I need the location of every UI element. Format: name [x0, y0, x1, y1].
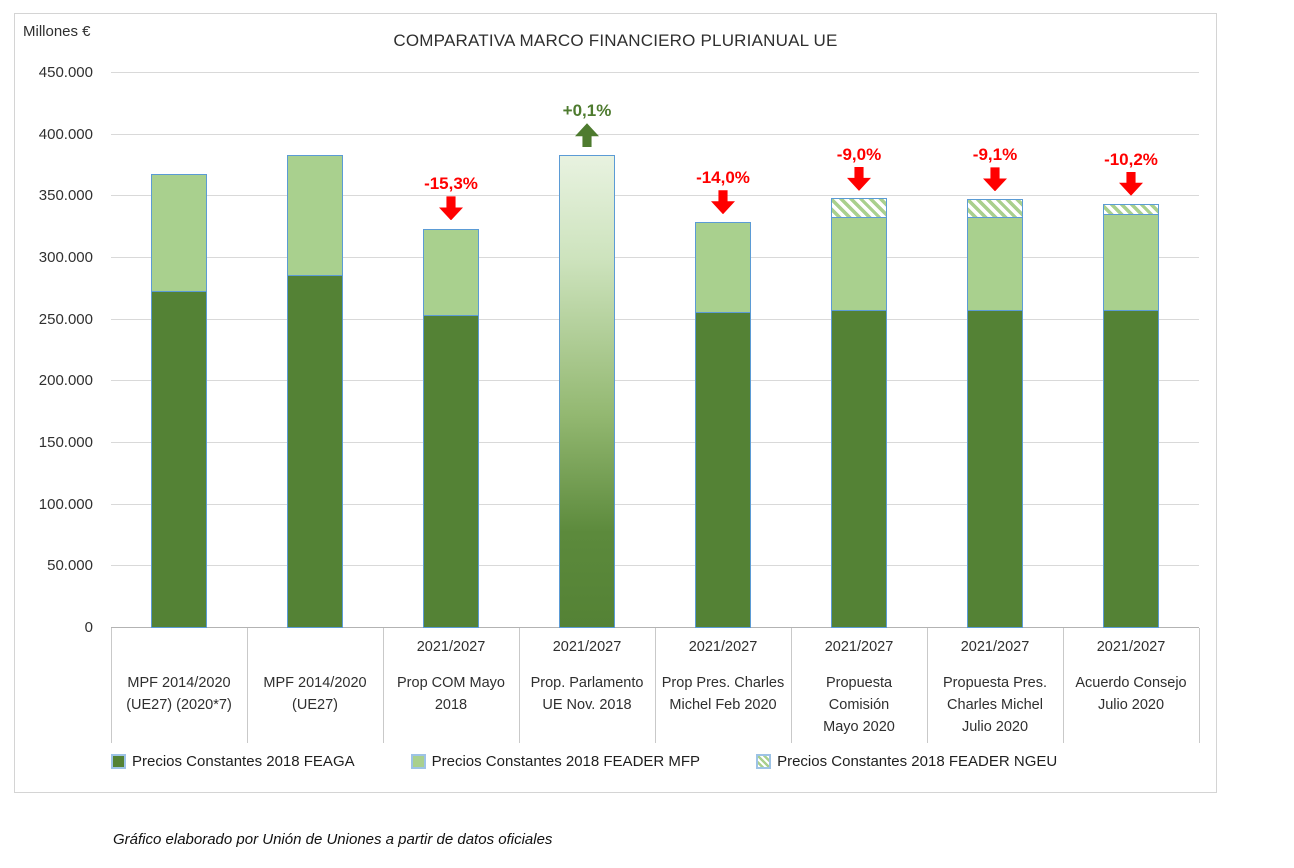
category-name-label: MPF 2014/2020 (UE27) (2020*7): [126, 675, 232, 713]
category-name-label: MPF 2014/2020 (UE27): [263, 675, 367, 713]
chart-title: COMPARATIVA MARCO FINANCIERO PLURIANUAL …: [393, 31, 838, 50]
y-tick-label: 150.000: [38, 434, 93, 451]
bar-feaga-segment: [151, 291, 207, 628]
legend-swatch-feader-mfp-icon: [410, 754, 426, 769]
category-name-label: Propuesta Pres. Charles Michel Julio 202…: [943, 675, 1047, 735]
y-tick-label: 0: [84, 619, 93, 636]
legend-label: Precios Constantes 2018 FEAGA: [132, 753, 355, 770]
category-name-label: Propuesta Comisión Mayo 2020: [823, 675, 895, 735]
category-period-label: 2021/2027: [1096, 639, 1166, 655]
category-period-label: 2021/2027: [824, 639, 894, 655]
annotation-label: -9,1%: [972, 145, 1018, 165]
bar-feader_mfp-segment: [695, 222, 751, 313]
bar-gradient-total: [559, 155, 615, 628]
category-divider: [247, 628, 248, 743]
annotation-up-arrow-icon: [575, 123, 599, 148]
gridline: [111, 442, 1199, 443]
bar-feaga-segment: [967, 310, 1023, 628]
gridline: [111, 503, 1199, 505]
plot-area: -15,3% +0,1% -14,0% -9,0% -9,1% -10,2%: [111, 72, 1199, 628]
category-divider: [791, 628, 792, 743]
bar-feaga-segment: [423, 315, 479, 628]
category-divider: [1199, 628, 1200, 743]
category-label: MPF 2014/2020 (UE27): [247, 628, 383, 746]
x-axis-line: [111, 627, 1199, 628]
gridline: [111, 257, 1199, 258]
y-tick-label: 350.000: [38, 187, 93, 205]
bar-feader_ngeu-segment: [967, 199, 1023, 218]
legend-item: Precios Constantes 2018 FEADER MFP: [410, 753, 701, 770]
annotation-label: -9,0%: [836, 144, 882, 164]
category-label: 2021/2027 Propuesta Comisión Mayo 2020: [791, 628, 927, 746]
category-divider: [383, 628, 384, 743]
bar-feaga-segment: [695, 312, 751, 628]
legend-item: Precios Constantes 2018 FEAGA: [111, 753, 355, 770]
category-label: 2021/2027 Prop COM Mayo 2018: [383, 628, 519, 746]
category-name-label: Prop COM Mayo 2018: [397, 675, 505, 713]
category-period-label: 2021/2027: [960, 639, 1030, 655]
bar-feaga-segment: [831, 310, 887, 628]
category-divider: [655, 628, 656, 743]
legend-swatch-feader-ngeu-icon: [756, 754, 772, 769]
legend-swatch-feaga-icon: [111, 754, 126, 769]
bar-feader_mfp-segment: [287, 155, 343, 276]
y-tick-label: 300.000: [38, 249, 93, 266]
legend-label: Precios Constantes 2018 FEADER NGEU: [777, 753, 1058, 770]
annotation-label: -15,3%: [424, 174, 478, 194]
annotation-label: -14,0%: [696, 168, 750, 188]
bar-feader_mfp-segment: [423, 229, 479, 316]
annotation-down-arrow-icon: [711, 190, 735, 215]
bar-feader_mfp-segment: [831, 217, 887, 311]
gridline: [111, 133, 1199, 135]
category-name-label: Prop Pres. Charles Michel Feb 2020: [661, 675, 785, 713]
y-tick-label: 250.000: [38, 310, 93, 328]
gridline: [111, 318, 1199, 320]
bar-feader_mfp-segment: [967, 217, 1023, 311]
bar-feader_ngeu-segment: [1103, 204, 1159, 215]
category-name-label: Acuerdo Consejo Julio 2020: [1075, 675, 1187, 713]
category-period-label: 2021/2027: [552, 639, 622, 655]
annotation-down-arrow-icon: [847, 166, 871, 191]
gridline: [111, 72, 1199, 73]
category-label: 2021/2027 Propuesta Pres. Charles Michel …: [927, 628, 1063, 746]
bar-feaga-segment: [287, 275, 343, 628]
bar-feader_mfp-segment: [1103, 214, 1159, 311]
category-period-label: 2021/2027: [688, 639, 758, 655]
legend: Precios Constantes 2018 FEAGA Precios Con…: [111, 753, 1203, 770]
category-name-label: Prop. Parlamento UE Nov. 2018: [530, 675, 644, 713]
category-divider: [1063, 628, 1064, 743]
y-axis-title: Millones €: [23, 23, 91, 40]
category-label: 2021/2027 Acuerdo Consejo Julio 2020: [1063, 628, 1199, 746]
annotation-label: +0,1%: [562, 101, 612, 121]
legend-label: Precios Constantes 2018 FEADER MFP: [431, 753, 701, 770]
annotation-label: -10,2%: [1104, 149, 1158, 169]
annotation-down-arrow-icon: [1119, 171, 1143, 196]
category-label: 2021/2027 Prop. Parlamento UE Nov. 2018: [519, 628, 655, 746]
y-tick-label: 450.000: [38, 64, 93, 81]
legend-item: Precios Constantes 2018 FEADER NGEU: [756, 753, 1057, 770]
category-divider: [519, 628, 520, 743]
category-divider: [111, 628, 112, 743]
gridline: [111, 195, 1199, 197]
bar-feaga-segment: [1103, 310, 1159, 628]
y-tick-label: 200.000: [38, 372, 93, 390]
y-tick-label: 100.000: [38, 495, 93, 513]
footer-note: Gráfico elaborado por Unión de Uniones a…: [113, 831, 553, 848]
annotation-down-arrow-icon: [439, 196, 463, 221]
chart-frame: Millones € COMPARATIVA MARCO FINANCIERO …: [14, 13, 1217, 793]
bar-feader_ngeu-segment: [831, 198, 887, 218]
category-label: 2021/2027 Prop Pres. Charles Michel Feb 2…: [655, 628, 791, 746]
bar-feader_mfp-segment: [151, 174, 207, 292]
category-period-label: 2021/2027: [416, 639, 486, 655]
annotation-down-arrow-icon: [983, 167, 1007, 192]
gridline: [111, 380, 1199, 382]
category-label: MPF 2014/2020 (UE27) (2020*7): [111, 628, 247, 746]
y-tick-label: 400.000: [38, 125, 93, 143]
gridline: [111, 565, 1199, 567]
y-tick-label: 50.000: [47, 557, 93, 575]
category-divider: [927, 628, 928, 743]
